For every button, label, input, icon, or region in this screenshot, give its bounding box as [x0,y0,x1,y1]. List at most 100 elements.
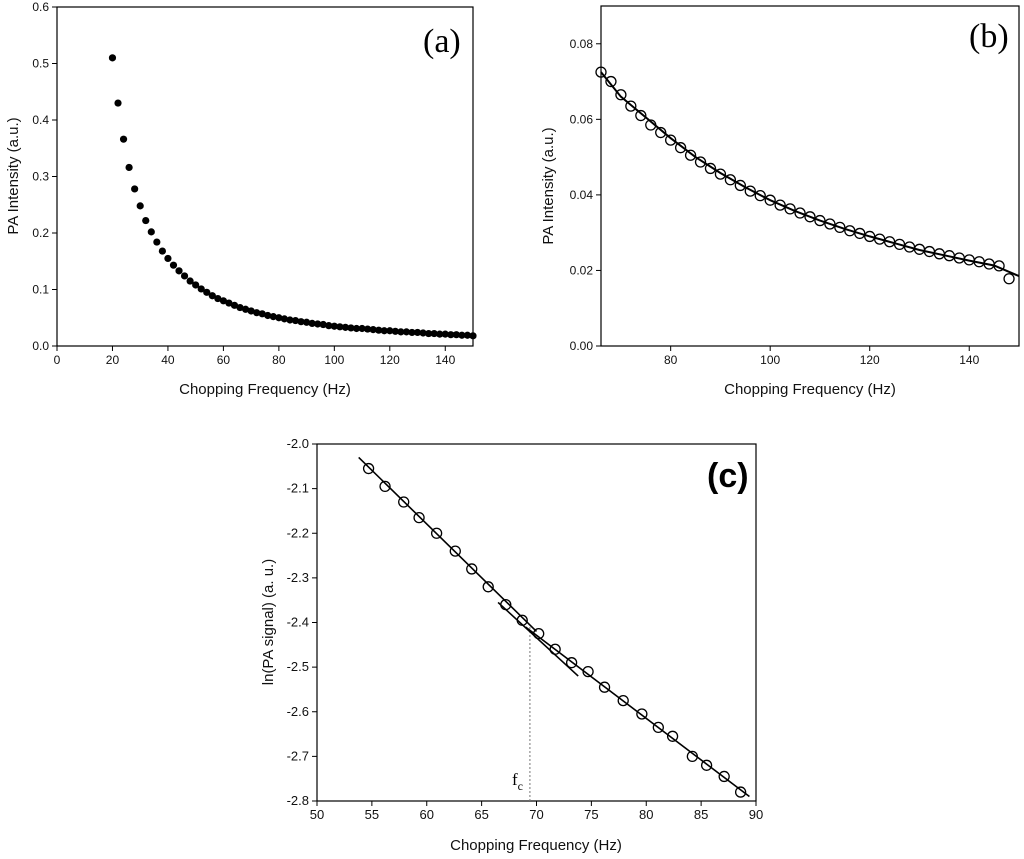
data-point [125,163,133,172]
panel-b-ylabel: PA Intensity (a.u.) [540,127,557,244]
data-point [834,221,846,234]
fc-label-main: f [512,770,518,789]
data-point [303,318,311,326]
data-point [652,721,664,734]
y-tick-label: 0.4 [32,113,49,127]
data-point [582,665,594,678]
data-point [258,310,266,318]
x-tick-label: 20 [106,353,120,367]
x-tick-label: 40 [161,353,175,367]
data-point [441,330,449,338]
x-tick-label: 80 [664,353,678,367]
panel-b-plot-frame [600,5,1020,347]
data-point [718,770,730,783]
data-point [565,657,578,669]
data-point [119,135,128,143]
panel-c-points [362,462,747,798]
data-point [169,261,178,269]
data-point [341,323,350,331]
data-point [684,149,697,161]
x-tick-label: 120 [380,353,400,367]
panel-a-title: (a) [423,23,461,60]
y-tick-label: -2.4 [287,615,309,630]
data-point [391,327,399,335]
y-tick-label: -2.5 [287,659,309,674]
data-point [605,75,617,88]
panel-b-fit-line [600,71,1020,278]
y-tick-label: -2.6 [287,704,309,719]
y-tick-label: 0.2 [32,226,49,240]
data-point [230,301,239,309]
data-point [131,185,139,193]
fc-label-subscript: c [518,779,523,793]
data-point [804,211,816,223]
data-point [419,329,427,337]
data-point [247,307,255,315]
fit-line [358,456,538,632]
data-point [615,89,627,101]
data-point [635,109,647,122]
data-point [516,614,528,626]
data-point [408,328,416,337]
x-tick-label: 100 [324,353,344,367]
panel-b-title: (b) [969,18,1009,55]
data-point [625,100,637,112]
y-tick-label: -2.7 [287,748,309,763]
x-tick-label: 80 [272,353,286,367]
data-point [704,162,717,175]
data-point [219,297,227,305]
x-tick-label: 50 [310,807,324,822]
data-point [466,563,478,575]
data-point [314,320,322,328]
data-point [319,320,327,329]
x-tick-label: 60 [420,807,434,822]
data-point [724,174,737,186]
data-point [186,277,194,285]
data-point [297,318,305,326]
y-tick-label: -2.8 [287,793,309,808]
data-point [463,331,472,339]
data-point [814,214,826,227]
y-tick-label: 0.04 [570,188,594,202]
y-tick-label: 0.5 [32,57,49,71]
data-point [358,324,366,333]
data-point [192,281,200,289]
data-point [447,331,455,339]
panel-b-points [595,66,1015,285]
panel-b-ticks: 80 100 120 140 0.00 0.02 0.04 0.06 0.08 [570,37,980,367]
data-point [147,228,155,236]
data-point [617,694,629,707]
data-point [700,759,713,771]
data-point [636,708,648,720]
data-point [1003,273,1015,285]
panel-a-points [108,54,477,340]
data-point [430,527,443,539]
y-tick-label: -2.3 [287,570,309,585]
data-point [280,315,289,323]
x-tick-label: 60 [217,353,231,367]
data-point [714,168,727,180]
data-point [225,299,233,307]
panel-a: (a) Chopping Frequency (Hz) PA Intensity… [5,0,477,398]
x-tick-label: 55 [365,807,379,822]
x-tick-label: 120 [860,353,880,367]
panel-c-plot-frame [316,443,757,802]
data-point [291,316,300,325]
data-point [402,328,411,336]
data-point [430,329,438,338]
data-point [308,319,316,327]
data-point [674,142,687,154]
x-tick-label: 85 [694,807,708,822]
data-point [533,628,545,640]
panel-a-plot-frame [56,6,474,347]
data-point [236,303,244,312]
panel-c-xlabel: Chopping Frequency (Hz) [450,837,622,854]
panel-b: (b) Chopping Frequency (Hz) PA Intensity… [540,5,1020,398]
x-tick-label: 80 [639,807,653,822]
data-point [397,328,405,336]
x-tick-label: 100 [760,353,780,367]
data-point [142,216,150,225]
data-point [180,272,189,280]
data-point [458,331,466,339]
data-point [784,203,796,215]
